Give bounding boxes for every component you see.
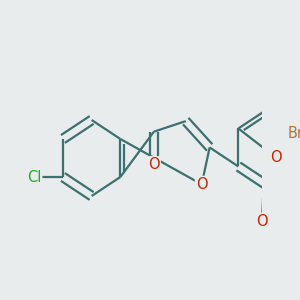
Text: O: O <box>270 150 281 165</box>
Text: O: O <box>196 177 208 192</box>
Text: Cl: Cl <box>27 169 41 184</box>
Text: Br: Br <box>288 126 300 141</box>
Text: O: O <box>256 214 268 229</box>
Text: O: O <box>148 157 160 172</box>
